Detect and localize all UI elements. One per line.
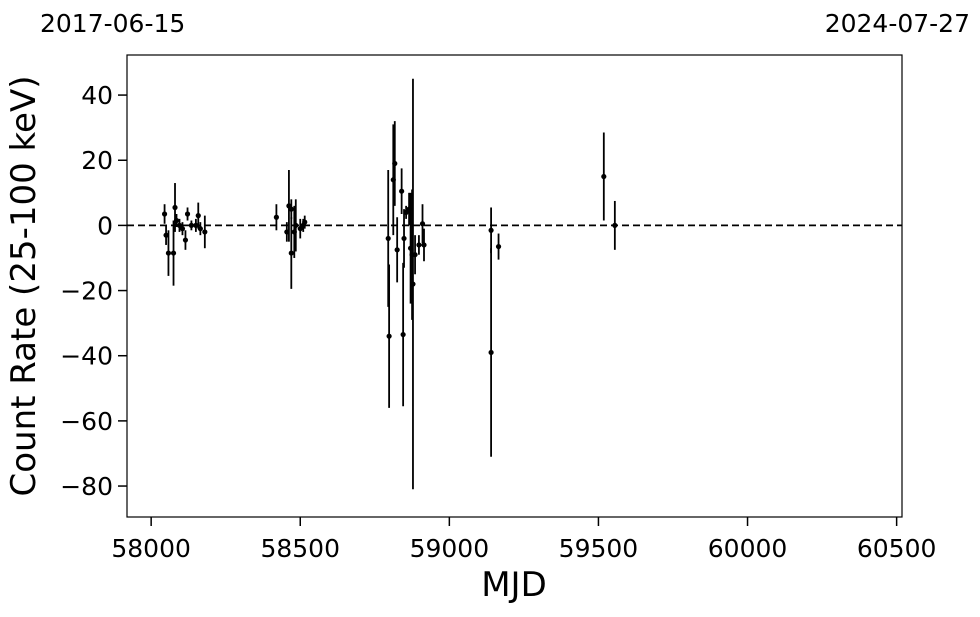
data-point <box>400 331 406 338</box>
data-point <box>188 222 195 228</box>
y-tick-label: −20 <box>60 277 113 306</box>
data-point <box>182 237 189 243</box>
y-tick-label: −60 <box>60 407 113 436</box>
data-point <box>410 281 416 287</box>
data-point <box>412 252 418 258</box>
data-point <box>399 188 405 194</box>
data-point <box>173 217 180 224</box>
data-point <box>165 250 172 256</box>
data-point <box>193 222 199 228</box>
top-left-label: 2017-06-15 <box>40 9 185 38</box>
data-point <box>488 349 494 356</box>
data-point <box>195 213 201 219</box>
data-point <box>179 226 186 232</box>
data-point <box>170 250 177 256</box>
data-point <box>293 222 299 228</box>
data-point <box>419 221 426 227</box>
data-point <box>172 204 178 211</box>
y-axis-label: Count Rate (25-100 keV) <box>4 76 44 497</box>
x-tick-label: 58000 <box>111 534 191 563</box>
y-tick-label: −40 <box>60 342 113 371</box>
x-tick-label: 59500 <box>559 534 639 563</box>
x-tick-label: 59000 <box>410 534 490 563</box>
x-axis-label: MJD <box>481 565 547 605</box>
data-point <box>386 333 392 339</box>
data-point <box>612 222 618 228</box>
data-point <box>197 226 203 232</box>
data-point <box>202 229 208 235</box>
data-point <box>421 242 427 248</box>
data-point <box>392 160 398 167</box>
data-point <box>416 242 422 248</box>
x-tick-label: 60000 <box>708 534 788 563</box>
data-point <box>184 211 191 217</box>
data-point <box>385 235 391 242</box>
y-tick-label: 20 <box>81 146 113 175</box>
x-tick-label: 60500 <box>857 534 937 563</box>
data-point <box>273 214 279 220</box>
y-tick-label: −80 <box>60 472 113 501</box>
top-right-label: 2024-07-27 <box>825 9 970 38</box>
y-tick-label: 0 <box>97 211 113 240</box>
data-point <box>601 173 607 180</box>
data-point <box>394 247 400 253</box>
data-point <box>288 206 294 212</box>
data-point <box>401 235 407 242</box>
data-point <box>302 219 308 225</box>
plot-frame <box>126 54 903 518</box>
data-point <box>488 227 494 233</box>
data-point <box>163 232 169 238</box>
data-point <box>495 243 502 250</box>
data-point <box>288 250 294 256</box>
x-tick-label: 58500 <box>260 534 340 563</box>
data-point <box>161 211 168 217</box>
y-tick-label: 40 <box>81 81 113 110</box>
